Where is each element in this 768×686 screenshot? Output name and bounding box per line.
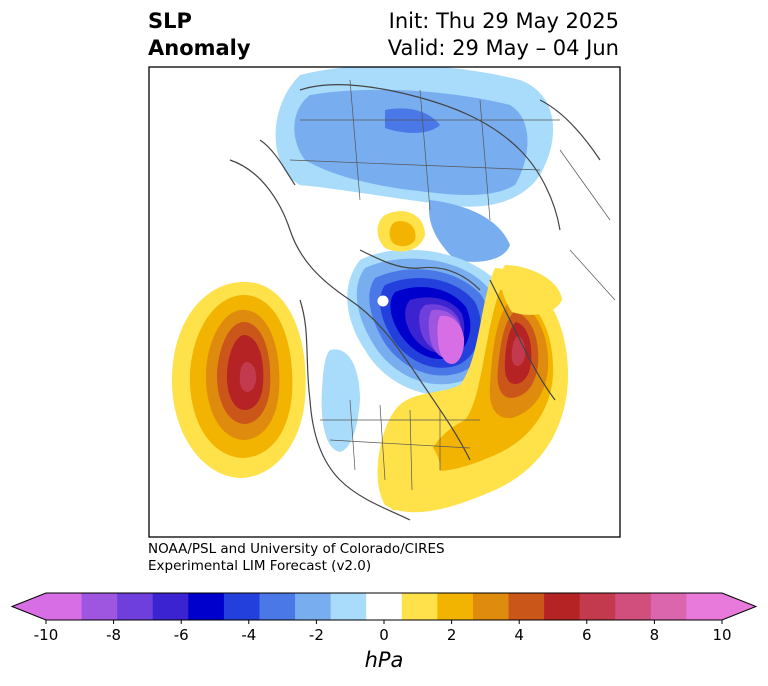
colorbar-tick-label: -4	[241, 626, 257, 644]
colorbar-tick-label: 4	[514, 626, 524, 644]
colorbar-swatch	[259, 593, 296, 620]
colorbar-swatch	[81, 593, 118, 620]
small-high-core	[389, 221, 416, 247]
colorbar-swatch	[686, 593, 723, 620]
title-line-1: SLP	[148, 9, 192, 33]
colorbar-tick-label: -8	[106, 626, 122, 644]
colorbar-swatch	[650, 593, 687, 620]
colorbar-swatch	[401, 593, 438, 620]
colorbar-tick-label: -2	[308, 626, 324, 644]
colorbar-tick-label: 10	[712, 626, 732, 644]
colorbar-swatch	[223, 593, 260, 620]
valid-range: Valid: 29 May – 04 Jun	[387, 36, 619, 60]
central-canada-low-contours	[347, 249, 509, 396]
title-left: SLP Anomaly	[148, 8, 251, 62]
colorbar	[10, 592, 758, 624]
map-panel	[149, 67, 620, 537]
colorbar-tick-label: 6	[582, 626, 592, 644]
title-line-2: Anomaly	[148, 36, 251, 60]
colorbar-swatch	[152, 593, 189, 620]
colorbar-swatch	[437, 593, 474, 620]
colorbar-swatch	[508, 593, 545, 620]
colorbar-swatch	[472, 593, 510, 620]
colorbar-swatch	[117, 593, 154, 620]
credit-line-1: NOAA/PSL and University of Colorado/CIRE…	[148, 541, 445, 557]
colorbar-tick-label: 0	[379, 626, 389, 644]
map-frame	[148, 66, 621, 538]
atlantic-high-contours	[377, 265, 569, 513]
borders	[289, 79, 616, 491]
colorbar-tick-label: 2	[446, 626, 457, 644]
north-pacific-high-contours	[171, 281, 306, 478]
colorbar-swatch	[188, 593, 225, 620]
credit-line-2: Experimental LIM Forecast (v2.0)	[148, 558, 372, 574]
colorbar-swatch	[46, 593, 83, 620]
colorbar-swatch	[615, 593, 652, 620]
colorbar-extend-min	[12, 593, 46, 620]
colorbar-tick-label: -10	[33, 626, 59, 644]
colorbar-swatch	[295, 593, 332, 620]
colorbar-tick-label: 8	[649, 626, 660, 644]
colorbar-swatch	[330, 593, 367, 620]
pole-marker	[377, 295, 389, 307]
colorbar-swatch	[366, 593, 403, 620]
coastlines	[229, 83, 601, 521]
title-right: Init: Thu 29 May 2025 Valid: 29 May – 04…	[388, 8, 619, 62]
western-blue-tongue	[321, 349, 360, 452]
init-date: Init: Thu 29 May 2025	[388, 9, 619, 33]
colorbar-swatch	[544, 593, 581, 620]
siberia-low-contours	[275, 67, 554, 262]
colorbar-unit: hPa	[364, 648, 404, 672]
colorbar-swatch	[579, 593, 616, 620]
colorbar-extend-max	[722, 593, 756, 620]
credit: NOAA/PSL and University of Colorado/CIRE…	[148, 541, 445, 575]
colorbar-tick-label: -6	[173, 626, 189, 644]
